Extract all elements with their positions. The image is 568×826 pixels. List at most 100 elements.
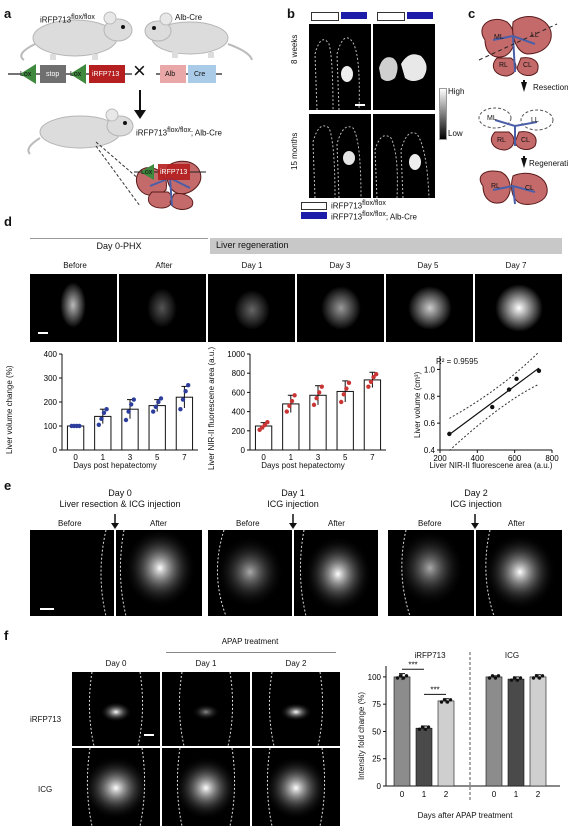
chart2-point — [339, 399, 344, 405]
chartF-point — [496, 674, 501, 678]
lobe-ll-label: LL — [531, 32, 539, 39]
image-day1 — [208, 274, 295, 342]
chartF-x-tick-label: 1 — [422, 790, 427, 799]
chart2-point — [287, 403, 292, 409]
panel-a: iRFP713flox/flox Alb-Cre Lox stop Lox iR… — [0, 0, 285, 210]
liver-irfp-label: iRFP713 — [160, 169, 188, 176]
irfp-cassette — [89, 65, 125, 83]
chartF-y-tick-label: 75 — [372, 700, 381, 709]
e-after-2: After — [508, 519, 525, 528]
chart3-ci-lower — [448, 383, 540, 451]
chart1-point — [77, 423, 82, 429]
mouse-flox-label: iRFP713flox/flox — [40, 14, 95, 25]
row-label-15months: 15 months — [290, 132, 299, 170]
chart3-point — [536, 368, 542, 373]
chartF-point — [426, 725, 431, 729]
image-day3 — [297, 274, 384, 342]
chart2-y-tick-label: 400 — [232, 408, 246, 417]
chart2-x-tick-label: 7 — [370, 453, 375, 462]
chartF-bar — [485, 676, 503, 787]
liver-resected-icon — [478, 107, 554, 151]
chartF-x-tick-label: 2 — [444, 790, 449, 799]
chartF-point — [420, 725, 425, 729]
chart1-point — [186, 383, 191, 388]
stop-cassette — [40, 65, 66, 83]
chart2-point — [366, 384, 371, 389]
chartF-point — [404, 674, 409, 678]
fluorescence-image-strip — [30, 274, 562, 342]
lobe-ll-resected-label: LL — [531, 117, 539, 124]
lobe-ml-label: ML — [494, 34, 504, 41]
lox-label: Lox — [20, 71, 32, 78]
chart1-point — [131, 397, 136, 402]
chart-liver-volume-change: 0 100 200 300 400 0 1 3 5 7 — [44, 350, 198, 462]
e-day2-title: Day 2 — [464, 488, 488, 498]
liver-illustration — [134, 160, 206, 210]
chartF-x-tick-label: 1 — [514, 790, 519, 799]
lobe-cl-mid-label: CL — [521, 137, 530, 144]
image-15months-white — [309, 114, 371, 199]
scale-high-label: High — [448, 87, 465, 96]
f-chart-ylabel: Intensity fold change (%) — [357, 691, 366, 780]
chartF-point — [395, 676, 400, 680]
chart1-point — [126, 409, 131, 414]
chartF-x-tick-label: 2 — [536, 790, 541, 799]
chart1-x-tick-label: 3 — [128, 453, 133, 462]
chart-correlation: 0.4 0.6 0.8 1.0 200 400 600 800 — [424, 351, 559, 463]
panel-c: ML LL RL CL Resection ML LL RL CL Regene… — [465, 0, 568, 215]
chart2-point — [317, 390, 322, 395]
chart1-point — [99, 416, 104, 421]
step-regeneration-label: Regeneration — [529, 159, 568, 168]
image-8weeks-nir — [373, 24, 435, 110]
chart3-x-tick-label: 800 — [545, 454, 559, 463]
header-day3: Day 3 — [329, 261, 351, 270]
chart1-y-tick-label: 0 — [53, 446, 58, 455]
chartF-x-tick-label: 0 — [492, 790, 497, 799]
chartF-point — [398, 674, 403, 678]
f-chart-group-icg: ICG — [504, 651, 520, 660]
liver-regenerated-icon — [479, 170, 548, 205]
header-day7: Day 7 — [505, 261, 527, 270]
legend-label-control: iRFP713flox/flox — [331, 200, 386, 211]
row-label-8weeks: 8 weeks — [290, 34, 299, 64]
chart2-point — [284, 409, 289, 414]
chartF-point — [448, 698, 453, 702]
lobe-rl-label: RL — [499, 62, 508, 69]
chart2-point — [319, 384, 324, 389]
cre-label: Cre — [194, 71, 206, 78]
chart-nir-area: 0 200 400 600 800 1000 0 1 3 5 7 — [227, 350, 386, 462]
lobe-ml-resected-label: ML — [487, 115, 497, 122]
chart1-point — [178, 407, 183, 412]
chart3-point — [447, 431, 452, 437]
f-chart-xlabel: Days after APAP treatment — [417, 811, 513, 820]
panel-b: 8 weeks 15 months High Low iRFP713flox/f… — [285, 0, 465, 221]
chart3-y-tick-label: 0.8 — [424, 392, 436, 401]
cre-cassette — [188, 65, 216, 83]
e-group-day1: Day 1 ICG injection — [208, 488, 378, 510]
chart2-x-tick-label: 1 — [289, 453, 294, 462]
chart1-x-tick-label: 5 — [155, 453, 160, 462]
legend-box-cre — [301, 212, 327, 219]
chartF-point — [490, 674, 495, 678]
f-col-day2: Day 2 — [285, 659, 307, 668]
chart3-fit-line — [448, 367, 540, 435]
chart3-ylabel: Liver volume (cm³) — [413, 371, 422, 438]
f-col-day1: Day 1 — [195, 659, 217, 668]
chart1-point — [129, 402, 134, 407]
f-treatment-label: APAP treatment — [221, 637, 279, 646]
chart1-bar — [66, 425, 85, 451]
mouse-offspring-icon — [27, 108, 134, 155]
arrow-down-icon — [289, 514, 297, 529]
header-day1: Day 1 — [241, 261, 263, 270]
scale-low-label: Low — [448, 129, 463, 138]
chart2-point — [314, 395, 319, 401]
f-chart-group-irfp: iRFP713 — [414, 651, 446, 660]
chart2-y-tick-label: 800 — [232, 369, 246, 378]
mouse-albcre-icon — [144, 12, 253, 61]
panel-a-schematic — [8, 11, 253, 210]
chartF-sig-label: *** — [408, 660, 417, 669]
e-day0-subtitle: Liver resection & ICG injection — [59, 498, 181, 509]
chart1-point — [180, 397, 186, 402]
chart2-point — [368, 379, 374, 385]
e-before-0: Before — [58, 519, 82, 528]
